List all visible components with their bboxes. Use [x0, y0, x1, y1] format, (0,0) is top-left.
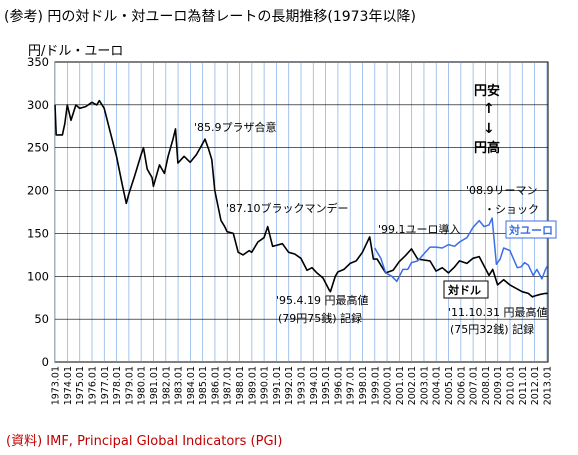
- x-tick-label: 1998.01: [358, 366, 369, 405]
- chart-title: (参考) 円の対ドル・対ユーロ為替レートの長期推移(1973年以降): [4, 9, 416, 25]
- series-lines: [54, 99, 549, 298]
- x-tick-label: 2004.01: [432, 366, 443, 405]
- x-tick-label: 1980.01: [137, 366, 148, 405]
- y-axis-unit-label: 円/ドル・ユーロ: [28, 44, 124, 59]
- x-tick-label: 1988.01: [235, 366, 246, 405]
- x-tick-label: 2005.01: [444, 366, 455, 405]
- x-tick-label: 1974.01: [63, 366, 74, 405]
- x-tick-label: 1994.01: [309, 366, 320, 405]
- x-tick-label: 2011.01: [518, 366, 529, 405]
- legend-box-usd: [443, 280, 489, 299]
- series-line-usd: [54, 99, 548, 298]
- x-tick-label: 1995.01: [321, 366, 332, 405]
- y-tick-label: 0: [42, 355, 49, 369]
- x-tick-label: 2003.01: [419, 366, 430, 405]
- x-tick-label: 1979.01: [124, 366, 135, 405]
- x-tick-label: 1989.01: [247, 366, 258, 405]
- y-tick-label: 300: [27, 98, 49, 112]
- x-tick-label: 2012.01: [530, 366, 541, 405]
- arrow-down-icon: ↓: [483, 121, 495, 137]
- plot-area: [54, 61, 549, 363]
- x-tick-label: 2010.01: [506, 366, 517, 405]
- y-axis-ticks: 0 50 100 150 200 250 300 350: [27, 55, 49, 369]
- x-tick-label: 1999.01: [370, 366, 381, 405]
- x-tick-label: 1987.01: [223, 366, 234, 405]
- x-tick-label: 1977.01: [100, 366, 111, 405]
- x-tick-label: 1983.01: [174, 366, 185, 405]
- x-tick-label: 1976.01: [88, 366, 99, 405]
- x-tick-label: 1996.01: [333, 366, 344, 405]
- x-tick-label: 1982.01: [161, 366, 172, 405]
- chart-grid: [54, 61, 549, 363]
- x-tick-label: 2008.01: [481, 366, 492, 405]
- source-note: (資料) IMF, Principal Global Indicators (P…: [6, 434, 283, 449]
- x-tick-label: 1997.01: [346, 366, 357, 405]
- y-tick-label: 350: [27, 55, 49, 69]
- y-tick-label: 100: [27, 269, 49, 283]
- x-tick-label: 2000.01: [383, 366, 394, 405]
- y-tick-label: 200: [27, 184, 49, 198]
- annotation-black-monday: '87.10ブラックマンデー: [226, 201, 349, 215]
- x-tick-label: 2002.01: [407, 366, 418, 405]
- x-tick-label: 2009.01: [493, 366, 504, 405]
- x-tick-label: 1990.01: [260, 366, 271, 405]
- arrow-up-icon: ↑: [483, 101, 495, 117]
- x-tick-label: 1991.01: [272, 366, 283, 405]
- annotation-high11-2: (75円32銭) 記録: [450, 322, 534, 336]
- annotation-high95-2: (79円75銭) 記録: [278, 311, 362, 325]
- annotation-high95-1: '95.4.19 円最高値: [276, 293, 369, 307]
- x-tick-label: 2007.01: [469, 366, 480, 405]
- x-tick-label: 1978.01: [112, 366, 123, 405]
- annotation-euro-intro: '99.1ユーロ導入: [378, 222, 461, 236]
- x-tick-label: 1985.01: [198, 366, 209, 405]
- x-tick-label: 1975.01: [75, 366, 86, 405]
- annotation-high11-1: '11.10.31 円最高値: [448, 305, 548, 319]
- strong-yen-label: 円高: [474, 140, 500, 156]
- x-tick-label: 1993.01: [297, 366, 308, 405]
- x-tick-label: 1973.01: [51, 366, 62, 405]
- x-axis-ticks: 1973.01 1974.01 1975.01 1976.01 1977.01 1978.…: [51, 366, 554, 405]
- x-tick-label: 1986.01: [210, 366, 221, 405]
- legend-label-eur: 対ユーロ: [508, 223, 553, 237]
- series-line-eur: [374, 217, 549, 283]
- x-tick-label: 1981.01: [149, 366, 160, 405]
- x-tick-label: 2006.01: [456, 366, 467, 405]
- annotation-plaza: '85.9プラザ合意: [194, 120, 277, 134]
- y-tick-label: 150: [27, 226, 49, 240]
- legend-box-eur: [505, 220, 557, 239]
- y-tick-label: 50: [34, 312, 49, 326]
- x-tick-label: 2013.01: [542, 366, 553, 405]
- x-tick-label: 2001.01: [395, 366, 406, 405]
- y-tick-label: 250: [27, 141, 49, 155]
- weak-yen-label: 円安: [474, 83, 500, 99]
- legend-label-usd: 対ドル: [447, 283, 481, 297]
- x-tick-label: 1992.01: [284, 366, 295, 405]
- annotation-lehman-1: '08.9リーマン: [466, 184, 538, 197]
- annotation-lehman-2: ・ショック: [484, 203, 539, 216]
- x-tick-label: 1984.01: [186, 366, 197, 405]
